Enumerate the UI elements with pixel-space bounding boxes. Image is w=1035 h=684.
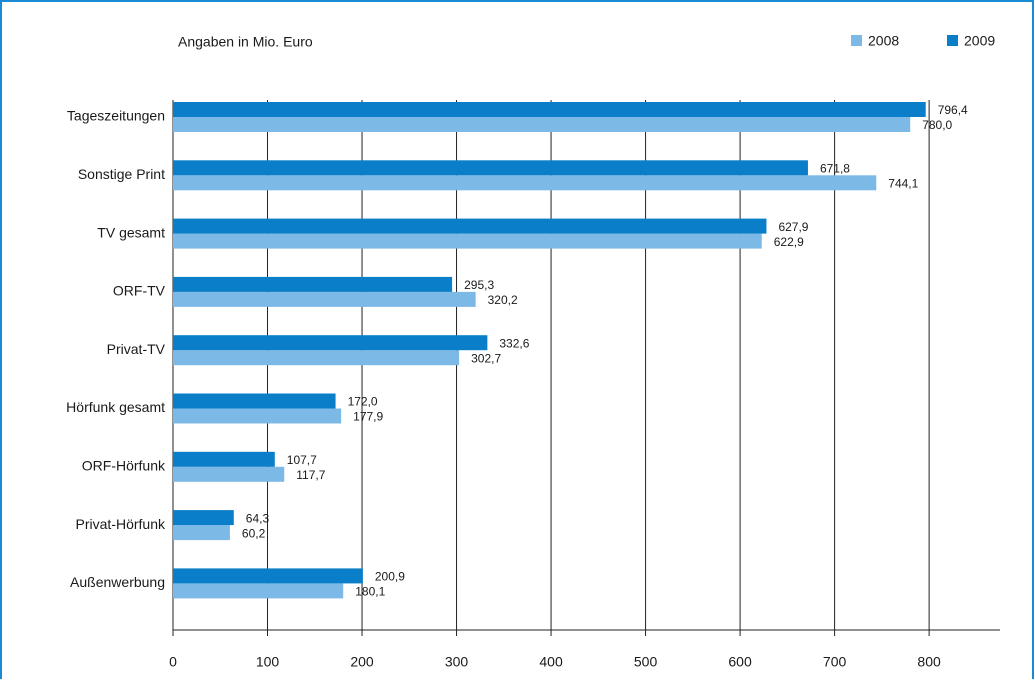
bar xyxy=(173,510,234,526)
bar xyxy=(173,568,363,584)
value-label: 60,2 xyxy=(242,526,266,540)
bar xyxy=(173,583,344,599)
value-label: 64,3 xyxy=(246,511,270,525)
value-label: 780,0 xyxy=(922,118,952,132)
bar xyxy=(173,451,275,467)
value-label: 796,4 xyxy=(938,103,968,117)
value-label: 107,7 xyxy=(287,453,317,467)
bar xyxy=(173,102,926,117)
bar xyxy=(173,525,230,541)
x-tick-label: 500 xyxy=(634,654,658,670)
category-label: Sonstige Print xyxy=(78,166,165,182)
bar xyxy=(173,393,336,409)
bar xyxy=(173,117,911,132)
value-label: 627,9 xyxy=(778,220,808,234)
bar xyxy=(173,276,453,292)
bar xyxy=(173,218,767,234)
value-label: 622,9 xyxy=(774,235,804,249)
value-label: 172,0 xyxy=(348,395,378,409)
chart-subtitle: Angaben in Mio. Euro xyxy=(178,34,313,50)
value-label: 117,7 xyxy=(296,468,325,482)
category-label: TV gesamt xyxy=(97,224,165,240)
bar xyxy=(173,466,285,482)
category-label: Privat-Hörfunk xyxy=(76,516,166,532)
value-label: 177,9 xyxy=(353,410,383,424)
legend-label: 2008 xyxy=(868,33,899,49)
value-label: 200,9 xyxy=(375,570,405,584)
legend-swatch xyxy=(947,35,958,46)
value-label: 320,2 xyxy=(488,293,518,307)
bar xyxy=(173,291,476,307)
value-label: 671,8 xyxy=(820,161,850,175)
bar xyxy=(173,160,808,176)
value-label: 302,7 xyxy=(471,351,501,365)
value-label: 332,6 xyxy=(499,336,529,350)
category-label: Tageszeitungen xyxy=(67,108,165,124)
x-tick-label: 600 xyxy=(728,654,752,670)
category-label: Außenwerbung xyxy=(70,574,165,590)
x-tick-label: 400 xyxy=(539,654,563,670)
category-label: Hörfunk gesamt xyxy=(66,399,165,415)
x-tick-label: 300 xyxy=(445,654,469,670)
x-tick-label: 200 xyxy=(350,654,374,670)
category-label: Privat-TV xyxy=(107,341,166,357)
value-label: 180,1 xyxy=(355,585,385,599)
bar xyxy=(173,350,460,366)
bar xyxy=(173,233,762,249)
category-label: ORF-TV xyxy=(113,283,166,299)
bar xyxy=(173,175,877,191)
legend-swatch xyxy=(851,35,862,46)
bar xyxy=(173,335,488,351)
x-tick-label: 800 xyxy=(917,654,941,670)
bar xyxy=(173,408,342,424)
x-tick-label: 700 xyxy=(823,654,847,670)
value-label: 744,1 xyxy=(888,176,918,190)
x-tick-label: 0 xyxy=(169,654,177,670)
legend-label: 2009 xyxy=(964,33,995,49)
x-tick-label: 100 xyxy=(256,654,280,670)
value-label: 295,3 xyxy=(464,278,494,292)
category-label: ORF-Hörfunk xyxy=(82,458,166,474)
